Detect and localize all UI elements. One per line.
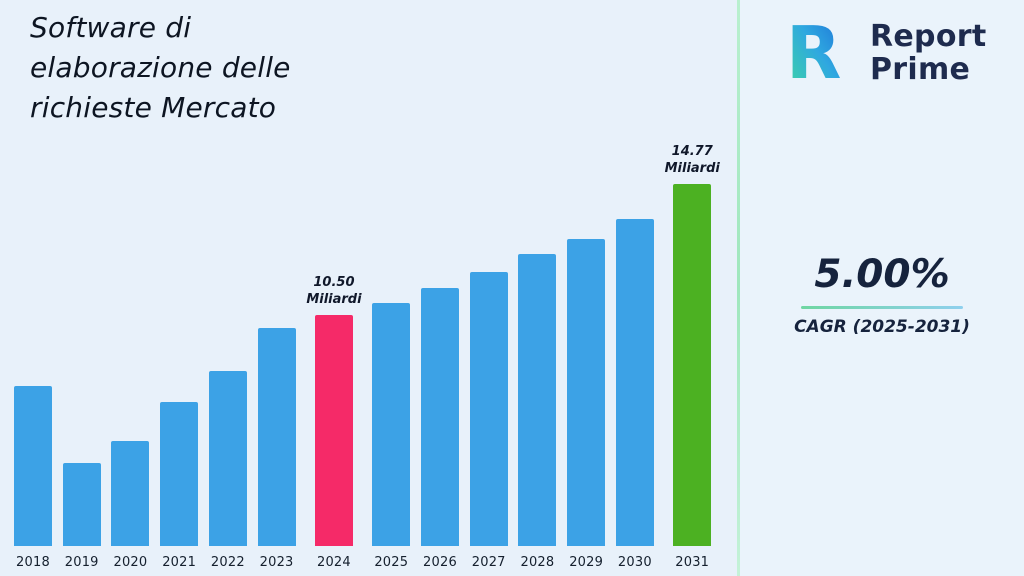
chart-panel: Software di elaborazione delle richieste… (14, 11, 720, 570)
x-tick-2021: 2021 (162, 555, 197, 570)
bar-column-2028: 2028 (518, 254, 557, 570)
info-panel: R Report Prime 5.00% CAGR (2025-2031) (740, 0, 1024, 576)
cagr-underline (801, 306, 963, 309)
svg-text:R: R (786, 14, 841, 92)
x-tick-2022: 2022 (210, 555, 245, 570)
report-prime-logo-icon: R (786, 14, 841, 92)
bar-2030 (615, 219, 654, 546)
bar-2026 (421, 288, 459, 546)
bar-2018 (14, 386, 52, 546)
bar-column-2026: 2026 (421, 288, 459, 570)
x-tick-2023: 2023 (259, 555, 294, 570)
brand-name-prime: Prime (870, 52, 971, 87)
bar-2029 (567, 239, 606, 546)
x-tick-2025: 2025 (374, 555, 409, 570)
bar-value-label-2031: 14.77 Miliardi (664, 143, 720, 177)
x-tick-2026: 2026 (423, 555, 457, 570)
bar-2022 (208, 371, 247, 546)
cagr-label: CAGR (2025-2031) (794, 317, 970, 337)
bar-column-2031: 14.77 Miliardi 2031 (665, 143, 720, 570)
brand-logo: R Report Prime (780, 14, 986, 92)
bar-column-2019: 2019 (62, 463, 101, 570)
brand-name: Report Prime (870, 20, 986, 86)
x-tick-2028: 2028 (520, 555, 555, 570)
bar-column-2020: 2020 (111, 441, 150, 570)
x-tick-2029: 2029 (569, 555, 604, 570)
bar-column-2018: 2018 (14, 386, 52, 570)
bar-2025 (372, 303, 411, 546)
vertical-divider (737, 0, 740, 576)
x-tick-2018: 2018 (16, 555, 50, 570)
bar-column-2029: 2029 (567, 239, 606, 570)
bar-2020 (111, 441, 150, 546)
bar-column-2022: 2022 (208, 371, 247, 570)
bar-2028 (518, 254, 557, 546)
bar-value-label-2024: 10.50 Miliardi (306, 274, 362, 308)
cagr-value: 5.00% (814, 252, 950, 297)
bar-column-2027: 2027 (469, 272, 508, 570)
bar-2027 (469, 272, 508, 546)
bar-column-2030: 2030 (615, 219, 654, 570)
x-tick-2024: 2024 (316, 555, 351, 570)
bar-2019 (62, 463, 101, 546)
bar-2021 (160, 402, 199, 546)
bar-column-2021: 2021 (160, 402, 199, 570)
brand-name-report: Report (870, 19, 987, 54)
bar-2031 (673, 184, 712, 546)
x-tick-2027: 2027 (471, 555, 506, 570)
bar-column-2024: 10.50 Miliardi 2024 (306, 274, 361, 570)
x-tick-2020: 2020 (113, 555, 148, 570)
x-tick-2019: 2019 (64, 555, 99, 570)
x-tick-2031: 2031 (675, 555, 710, 570)
page-title: Software di elaborazione delle richieste… (30, 11, 291, 125)
cagr-block: 5.00% CAGR (2025-2031) (740, 252, 1024, 337)
bar-chart: 2018 2019 2020 2021 2022 2023 10.50 Miliardi 20… (14, 118, 720, 570)
bar-2024 (314, 315, 353, 546)
bar-column-2025: 2025 (372, 303, 411, 570)
x-tick-2030: 2030 (617, 555, 652, 570)
bar-2023 (257, 328, 296, 546)
bar-column-2023: 2023 (257, 328, 296, 570)
